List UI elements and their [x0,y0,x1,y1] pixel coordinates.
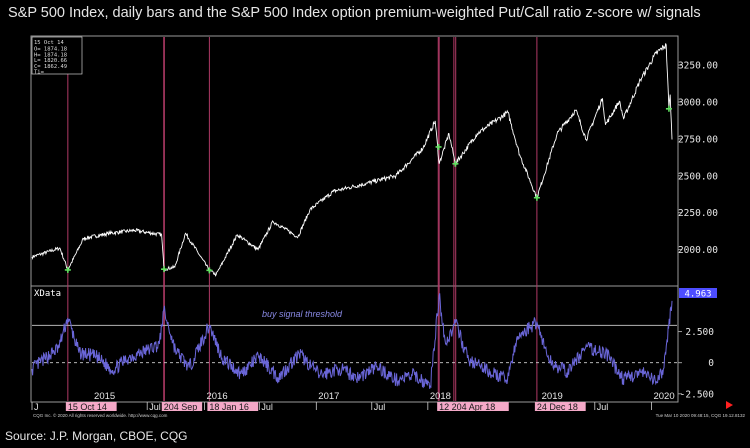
price-y-tick-label: 2250.00 [678,208,718,219]
x-tick-label: Jul [597,402,609,412]
signal-markers [64,105,672,274]
ohlc-values: O= 1874.18H= 1874.18L= 1820.66C= 1862.49… [34,47,67,76]
last-value-badge [679,288,717,298]
price-y-tick-label: 3000.00 [678,97,718,108]
lower-panel-label: XData [34,289,61,299]
signal-marker [435,143,442,150]
signal-marker [64,266,71,273]
price-y-tick-label: 2500.00 [678,171,718,182]
highlighted-date-label: 24 Dec 18 [534,402,586,412]
buy-signal-threshold-label: buy signal threshold [262,309,343,319]
ohlc-value-line: O= 1874.18 [34,47,67,53]
price-y-tick-label: 2000.00 [678,245,718,256]
price-y-tick-label: 3250.00 [678,61,718,72]
x-axis: J2015Jul2016Jul2017Jul2018Jul2019Jul2020… [31,391,678,412]
highlighted-date-bg [534,402,586,411]
highlighted-date-text: 24 Dec 18 [537,402,578,412]
highlighted-date-label: 15 Oct 14 [65,402,117,412]
signal-marker [206,267,213,274]
highlighted-date-text: 18 Jan 16 [209,402,249,412]
x-tick-label: 2018 [430,391,451,402]
highlighted-date-bg [65,402,117,411]
last-value-badge-text: 4.963 [684,290,711,300]
x-tick-label: 2019 [542,391,563,402]
highlighted-date-bg [207,402,259,411]
chart-title: S&P 500 Index, daily bars and the S&P 50… [8,5,701,21]
highlighted-date-bg [437,402,509,411]
x-tick-label: Jul [374,402,386,412]
ohlc-box [31,36,83,75]
ohlc-value-line: C= 1862.49 [34,64,67,70]
x-tick-label: Jul [149,402,161,412]
highlighted-date-label: 12 204 Apr 18 [437,402,509,412]
scroll-right-arrow-icon[interactable] [726,401,733,409]
signal-marker [533,194,540,201]
sp500-price-series [31,43,673,277]
zscore-y-axis: 2.500 0 -2.500 [678,327,714,400]
signal-vertical-lines [67,37,538,401]
highlighted-date-text: 204 Sep [164,402,198,412]
price-y-tick-label: 2750.00 [678,134,718,145]
price-panel-frame [30,35,679,287]
cqg-footer-right: Tue Mar 10 2020 09:48:15, CQG 19.12.8132 [656,413,746,418]
signal-marker [452,160,459,167]
zscore-y-tick-label: 0 [708,358,714,369]
signal-marker [161,266,168,273]
highlighted-date-bg [161,402,203,411]
x-tick-label: J [34,402,39,412]
highlighted-date-label: 18 Jan 16 [207,402,259,412]
highlighted-date-text: 15 Oct 14 [68,402,107,412]
putcall-zscore-series [31,293,673,389]
ohlc-value-line: L= 1820.66 [34,58,67,64]
cqg-footer-left: CQG Inc. © 2020 All rights reserved worl… [33,412,168,418]
ohlc-date: 15 Oct 14 [34,40,64,46]
x-tick-label: 2017 [318,391,339,402]
signal-marker [665,105,672,112]
source-note: Source: J.P. Morgan, CBOE, CQG [5,429,188,443]
price-y-axis: 3250.00 3000.00 2750.00 2500.00 2250.00 2000.… [678,61,718,256]
ohlc-value-line: Ti= [34,70,45,76]
x-tick-label: 2015 [94,391,115,402]
x-tick-label: Jul [261,402,273,412]
highlighted-date-text: 12 204 Apr 18 [439,402,495,412]
x-tick-label: 2016 [206,391,227,402]
zscore-y-tick-label: -2.500 [680,389,715,400]
highlighted-date-label: 204 Sep [161,402,203,412]
zscore-panel-frame [30,285,679,403]
zscore-y-tick-label: 2.500 [685,327,714,338]
x-tick-label: 2020 [653,391,674,402]
ohlc-value-line: H= 1874.18 [34,52,67,58]
